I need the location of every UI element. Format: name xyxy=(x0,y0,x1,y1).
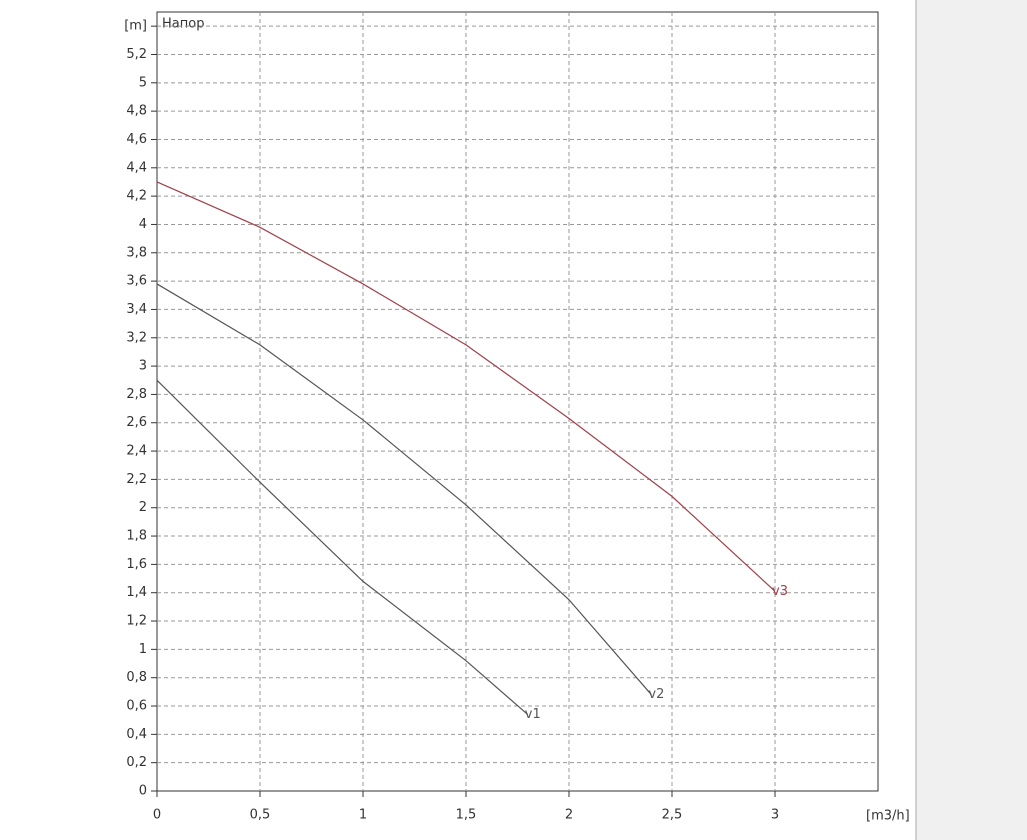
y-tick-label: 4,8 xyxy=(126,104,147,119)
x-tick-label: 3 xyxy=(771,808,779,823)
y-tick-label: 2,6 xyxy=(126,415,147,430)
y-tick-label: 2,4 xyxy=(126,444,147,459)
plot-area xyxy=(156,11,879,792)
y-tick-label: 0,6 xyxy=(126,699,147,714)
x-axis-label: [m3/h] xyxy=(866,809,910,824)
chart-title: Напор xyxy=(162,17,204,32)
y-tick-label: 0,8 xyxy=(126,670,147,685)
series-label: v1 xyxy=(525,707,541,722)
x-tick-label: 0,5 xyxy=(250,808,271,823)
side-panel xyxy=(916,0,1027,840)
y-tick-label: 5,2 xyxy=(126,47,147,62)
y-tick-label: 0,2 xyxy=(126,755,147,770)
x-tick-label: 1,5 xyxy=(456,808,477,823)
curve xyxy=(156,283,652,696)
y-tick-label: 4,4 xyxy=(126,160,147,175)
y-tick-label: 3,4 xyxy=(126,302,147,317)
x-tick-label: 1 xyxy=(359,808,367,823)
y-tick-label: 3,6 xyxy=(126,274,147,289)
y-tick-label: 5 xyxy=(139,75,147,90)
y-tick-label: 2,2 xyxy=(126,472,147,487)
y-tick-label: 1,6 xyxy=(126,557,147,572)
curve xyxy=(156,181,776,592)
y-tick-label: 1 xyxy=(139,642,147,657)
series-label: v3 xyxy=(772,584,788,599)
y-tick-label: 4 xyxy=(139,217,147,232)
y-tick-label: [m] xyxy=(124,19,147,34)
x-tick-label: 2 xyxy=(565,808,573,823)
y-tick-label: 1,4 xyxy=(126,585,147,600)
y-tick-label: 2 xyxy=(139,500,147,515)
y-tick-label: 0 xyxy=(139,784,147,799)
x-tick-label: 2,5 xyxy=(662,808,683,823)
x-tick-label: 0 xyxy=(153,808,161,823)
y-tick-label: 0,4 xyxy=(126,727,147,742)
y-tick-label: 3,8 xyxy=(126,245,147,260)
series-label: v2 xyxy=(648,687,664,702)
y-tick-label: 3 xyxy=(139,359,147,374)
y-tick-label: 1,8 xyxy=(126,529,147,544)
y-tick-label: 2,8 xyxy=(126,387,147,402)
curve xyxy=(156,379,529,715)
y-tick-label: 4,6 xyxy=(126,132,147,147)
y-tick-label: 1,2 xyxy=(126,614,147,629)
y-tick-label: 4,2 xyxy=(126,189,147,204)
y-tick-label: 3,2 xyxy=(126,330,147,345)
